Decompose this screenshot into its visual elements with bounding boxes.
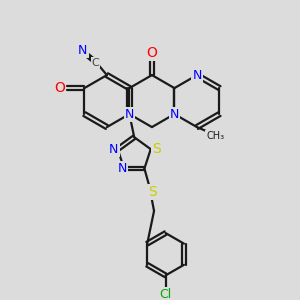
Text: S: S	[148, 185, 157, 199]
Text: N: N	[78, 44, 88, 57]
Text: N: N	[170, 108, 179, 121]
Text: N: N	[192, 69, 202, 82]
Text: O: O	[146, 46, 158, 60]
Text: S: S	[152, 142, 161, 156]
Text: C: C	[92, 58, 99, 68]
Text: N: N	[117, 162, 127, 175]
Text: O: O	[54, 81, 65, 95]
Text: Cl: Cl	[160, 288, 172, 300]
Text: N: N	[125, 108, 134, 121]
Text: N: N	[109, 143, 119, 156]
Text: CH₃: CH₃	[206, 131, 224, 141]
